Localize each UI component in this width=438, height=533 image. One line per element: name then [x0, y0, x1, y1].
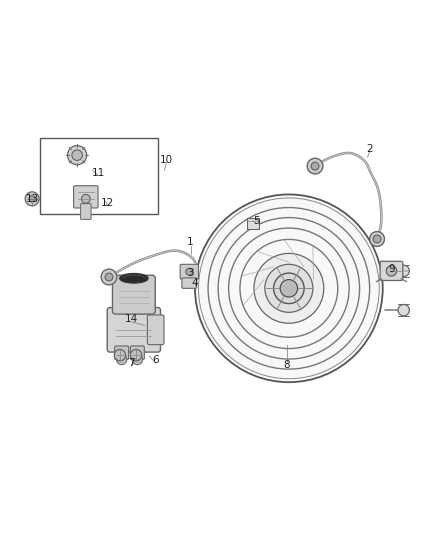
Ellipse shape — [120, 273, 148, 283]
Circle shape — [101, 269, 117, 285]
Circle shape — [117, 354, 127, 365]
Circle shape — [29, 196, 35, 202]
Circle shape — [105, 273, 113, 281]
Circle shape — [25, 192, 39, 206]
Circle shape — [370, 231, 385, 246]
Text: 9: 9 — [388, 264, 395, 273]
Circle shape — [386, 265, 397, 276]
Circle shape — [186, 268, 193, 275]
FancyBboxPatch shape — [115, 346, 129, 359]
FancyBboxPatch shape — [107, 308, 160, 352]
FancyBboxPatch shape — [180, 264, 198, 279]
Circle shape — [81, 195, 90, 203]
FancyBboxPatch shape — [380, 261, 403, 280]
FancyBboxPatch shape — [74, 185, 98, 208]
Circle shape — [67, 146, 87, 165]
Circle shape — [131, 350, 142, 361]
Circle shape — [72, 150, 82, 160]
Circle shape — [265, 264, 313, 312]
Text: 1: 1 — [187, 238, 194, 247]
Bar — [40, 138, 158, 214]
Text: 5: 5 — [253, 216, 259, 225]
FancyBboxPatch shape — [113, 275, 155, 314]
Circle shape — [195, 195, 383, 382]
Circle shape — [373, 235, 381, 243]
Circle shape — [280, 280, 297, 297]
Text: 14: 14 — [125, 314, 138, 324]
Circle shape — [114, 350, 126, 361]
Circle shape — [311, 162, 319, 170]
Text: 12: 12 — [101, 198, 114, 208]
Text: 2: 2 — [366, 143, 373, 154]
Text: 4: 4 — [192, 278, 198, 288]
Bar — [247, 218, 259, 229]
FancyBboxPatch shape — [148, 315, 164, 345]
Text: 7: 7 — [128, 358, 135, 368]
FancyBboxPatch shape — [131, 346, 145, 359]
Circle shape — [307, 158, 323, 174]
Circle shape — [398, 265, 410, 277]
Text: 10: 10 — [160, 155, 173, 165]
Text: 6: 6 — [152, 356, 159, 365]
Text: 13: 13 — [25, 194, 39, 204]
Text: 8: 8 — [283, 360, 290, 370]
Circle shape — [274, 273, 304, 304]
Circle shape — [254, 253, 324, 323]
FancyBboxPatch shape — [182, 278, 197, 288]
Text: 11: 11 — [92, 168, 106, 177]
Text: 3: 3 — [187, 268, 194, 278]
FancyBboxPatch shape — [81, 204, 91, 220]
Circle shape — [132, 354, 143, 365]
Circle shape — [398, 304, 410, 316]
